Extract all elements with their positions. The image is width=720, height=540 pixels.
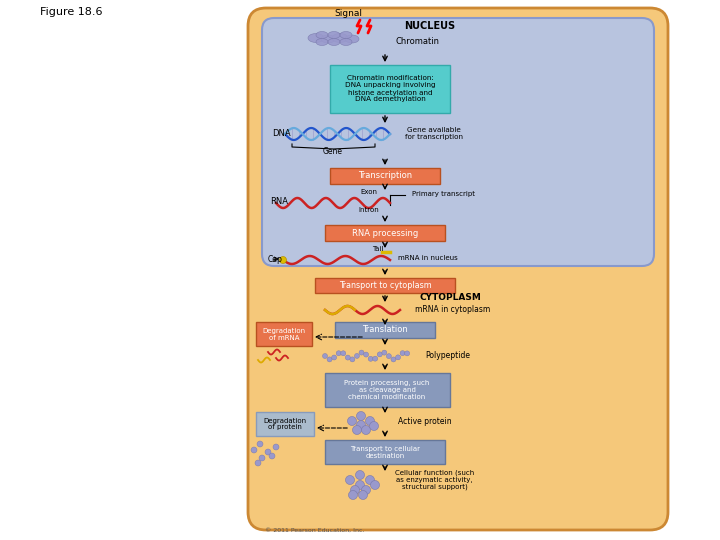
Circle shape (366, 416, 374, 426)
Circle shape (257, 441, 263, 447)
Text: Primary transcript: Primary transcript (412, 191, 475, 197)
Text: Polypeptide: Polypeptide (425, 352, 470, 361)
Text: Protein processing, such
as cleavage and
chemical modification: Protein processing, such as cleavage and… (344, 380, 430, 400)
Ellipse shape (340, 38, 352, 45)
Circle shape (350, 357, 355, 362)
Circle shape (354, 353, 359, 359)
Bar (330, 65, 450, 113)
Circle shape (356, 470, 364, 480)
Text: mRNA in cytoplasm: mRNA in cytoplasm (415, 306, 490, 314)
Circle shape (255, 460, 261, 466)
Bar (335, 322, 435, 338)
Ellipse shape (308, 33, 324, 43)
Circle shape (371, 481, 379, 489)
Circle shape (353, 426, 361, 435)
Text: Cap: Cap (268, 254, 283, 264)
Circle shape (269, 453, 275, 459)
Bar (325, 440, 445, 464)
Text: mRNA in nucleus: mRNA in nucleus (398, 255, 458, 261)
Bar (256, 322, 312, 346)
Text: CYTOPLASM: CYTOPLASM (419, 294, 481, 302)
Circle shape (341, 351, 346, 356)
Circle shape (346, 476, 354, 484)
Text: Gene: Gene (323, 147, 343, 157)
Text: Degradation
of mRNA: Degradation of mRNA (262, 327, 305, 341)
Text: Figure 18.6: Figure 18.6 (40, 7, 102, 17)
Circle shape (361, 485, 371, 495)
Circle shape (323, 354, 328, 359)
Bar (256, 412, 314, 436)
Circle shape (377, 352, 382, 357)
Circle shape (387, 354, 392, 359)
Circle shape (359, 350, 364, 355)
Circle shape (361, 426, 371, 435)
Circle shape (348, 416, 356, 426)
Circle shape (405, 351, 410, 356)
Text: Intron: Intron (358, 207, 379, 213)
Text: Exon: Exon (360, 189, 377, 195)
Text: NUCLEUS: NUCLEUS (405, 21, 456, 31)
Bar (315, 278, 455, 293)
Text: Signal: Signal (334, 9, 362, 17)
Text: RNA: RNA (270, 198, 288, 206)
Text: Transport to cellular
destination: Transport to cellular destination (350, 446, 420, 458)
Ellipse shape (332, 33, 348, 43)
Circle shape (332, 355, 337, 360)
Circle shape (359, 490, 367, 500)
Ellipse shape (328, 38, 340, 45)
Circle shape (356, 481, 364, 489)
Circle shape (265, 449, 271, 455)
Circle shape (348, 490, 358, 500)
Circle shape (279, 256, 287, 264)
Text: © 2011 Pearson Education, Inc.: © 2011 Pearson Education, Inc. (265, 528, 364, 532)
Circle shape (251, 447, 257, 453)
Ellipse shape (345, 35, 359, 43)
Circle shape (259, 455, 265, 461)
Ellipse shape (328, 31, 340, 38)
Bar (325, 373, 450, 407)
Text: Tail: Tail (372, 246, 383, 252)
FancyBboxPatch shape (262, 18, 654, 266)
Text: Degradation
of protein: Degradation of protein (264, 417, 307, 430)
FancyBboxPatch shape (248, 8, 668, 530)
Circle shape (356, 421, 366, 429)
Circle shape (346, 355, 351, 360)
Text: RNA processing: RNA processing (352, 228, 418, 238)
Bar (330, 168, 440, 184)
Text: Chromatin modification:
DNA unpacking involving
histone acetylation and
DNA deme: Chromatin modification: DNA unpacking in… (345, 76, 436, 103)
Text: DNA: DNA (272, 130, 291, 138)
Text: Active protein: Active protein (398, 416, 451, 426)
Circle shape (391, 357, 396, 362)
Circle shape (382, 350, 387, 355)
Circle shape (373, 356, 378, 361)
Text: Chromatin: Chromatin (395, 37, 439, 46)
Ellipse shape (321, 35, 335, 43)
Circle shape (366, 476, 374, 484)
Bar (325, 225, 445, 241)
Circle shape (273, 444, 279, 450)
Text: Transport to cytoplasm: Transport to cytoplasm (338, 281, 431, 290)
Circle shape (364, 352, 369, 357)
Circle shape (369, 422, 379, 430)
Ellipse shape (316, 38, 328, 45)
Circle shape (327, 357, 332, 362)
Text: Gene available
for transcription: Gene available for transcription (405, 126, 463, 139)
Ellipse shape (340, 31, 352, 38)
Ellipse shape (316, 31, 328, 38)
Text: Transcription: Transcription (358, 172, 412, 180)
Circle shape (395, 355, 400, 360)
Circle shape (356, 411, 366, 421)
Circle shape (351, 485, 359, 495)
Circle shape (336, 351, 341, 356)
Text: Cellular function (such
as enzymatic activity,
structural support): Cellular function (such as enzymatic act… (395, 469, 474, 490)
Text: Translation: Translation (362, 326, 408, 334)
Circle shape (400, 350, 405, 356)
Circle shape (368, 356, 373, 361)
